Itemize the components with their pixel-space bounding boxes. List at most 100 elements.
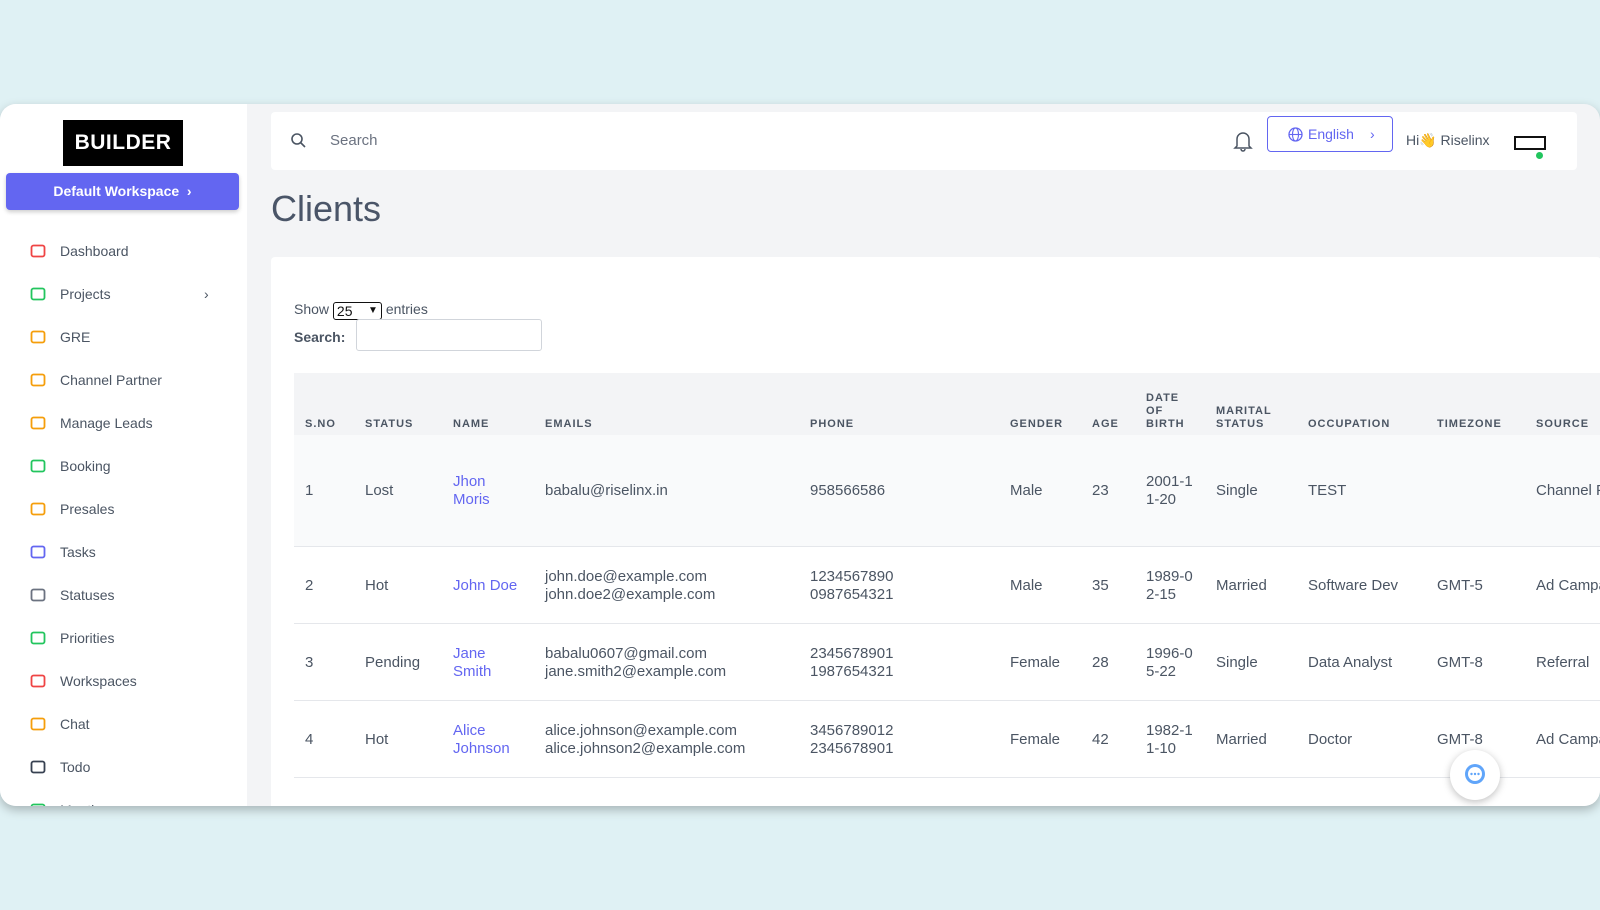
length-control: Show 25 ▼ entries bbox=[294, 300, 428, 320]
table-cell: Doctor bbox=[1308, 731, 1428, 749]
phone: 0987654321 bbox=[810, 585, 894, 603]
menu-item[interactable]: Channel Partner bbox=[30, 368, 230, 392]
table-cell: Referral bbox=[1536, 654, 1600, 672]
table-row bbox=[294, 701, 1600, 778]
app-window: BUILDER Default Workspace › Dashboard Pro… bbox=[0, 104, 1600, 806]
chat-widget[interactable] bbox=[1450, 750, 1500, 800]
logo[interactable]: BUILDER bbox=[63, 120, 183, 166]
menu-icon bbox=[30, 244, 46, 258]
avatar[interactable] bbox=[1514, 136, 1546, 150]
menu-icon bbox=[30, 760, 46, 774]
menu-icon bbox=[30, 631, 46, 645]
phone: 958566586 bbox=[810, 482, 886, 499]
column-header: PHONE bbox=[810, 418, 855, 430]
table-cell: 1982-11-10 bbox=[1146, 722, 1194, 758]
table-cell: Data Analyst bbox=[1308, 654, 1428, 672]
table-cell: Hot bbox=[365, 577, 445, 595]
menu-item[interactable]: Workspaces bbox=[30, 669, 230, 693]
table-cell: 42 bbox=[1092, 731, 1132, 749]
search-label: Search: bbox=[294, 329, 346, 345]
search-input[interactable]: Search bbox=[330, 132, 378, 149]
menu-label: Projects bbox=[60, 286, 111, 302]
cell-text: Married bbox=[1216, 730, 1267, 748]
table-cell: 35 bbox=[1092, 577, 1132, 595]
column-header: NAME bbox=[453, 418, 490, 430]
workspace-button[interactable]: Default Workspace › bbox=[6, 173, 239, 210]
menu-item[interactable]: Dashboard bbox=[30, 239, 230, 263]
language-button[interactable]: English › bbox=[1267, 116, 1393, 152]
menu-item[interactable]: Tasks bbox=[30, 540, 230, 564]
menu-icon bbox=[30, 588, 46, 602]
page-size-select[interactable]: 25 ▼ bbox=[332, 302, 382, 320]
menu-item[interactable]: Chat bbox=[30, 712, 230, 736]
table-cell[interactable]: Jane Smith bbox=[453, 645, 523, 681]
cell-text: Female bbox=[1010, 653, 1061, 671]
menu-label: Manage Leads bbox=[60, 415, 153, 431]
table-cell: 1989-02-15 bbox=[1146, 568, 1194, 604]
menu-item[interactable]: Booking bbox=[30, 454, 230, 478]
chevron: › bbox=[204, 286, 209, 302]
cell-text: Jane Smith bbox=[453, 644, 492, 680]
cell-text: 1 bbox=[305, 482, 314, 499]
table-cell: 4 bbox=[305, 731, 355, 749]
column-header: AGE bbox=[1092, 418, 1119, 430]
table-cell[interactable]: Alice Johnson bbox=[453, 722, 523, 758]
notification-bell[interactable] bbox=[1233, 130, 1253, 152]
email: babalu0607@gmail.com bbox=[545, 644, 707, 662]
table-cell: Male bbox=[1010, 482, 1080, 500]
column-header: S.NO bbox=[305, 418, 336, 430]
entries-label: entries bbox=[385, 301, 428, 317]
show-label: Show bbox=[294, 301, 330, 317]
menu-item[interactable]: GRE bbox=[30, 325, 230, 349]
cell-text: Software Dev bbox=[1308, 576, 1399, 594]
table-cell: babalu0607@gmail.com jane.smith2@example.… bbox=[545, 645, 795, 681]
search-icon bbox=[291, 133, 306, 148]
table-search-input[interactable] bbox=[356, 319, 542, 351]
menu-icon bbox=[30, 502, 46, 516]
menu-item[interactable]: Manage Leads bbox=[30, 411, 230, 435]
menu-label: Meetings bbox=[60, 798, 117, 806]
cell-text: 1996-05-22 bbox=[1146, 644, 1193, 680]
table-cell: Male bbox=[1010, 577, 1080, 595]
cell-text: Single bbox=[1216, 653, 1258, 671]
menu-icon bbox=[30, 545, 46, 559]
menu-icon bbox=[30, 459, 46, 473]
table-cell[interactable]: Jhon Moris bbox=[453, 473, 523, 509]
cell-text: Single bbox=[1216, 482, 1258, 499]
cell-text: GMT-8 bbox=[1437, 653, 1483, 671]
table-row bbox=[294, 547, 1600, 624]
email: babalu@riselinx.in bbox=[545, 482, 668, 499]
cell-text: Male bbox=[1010, 576, 1043, 594]
table-card: Show 25 ▼ entries Search: S.NO STATUS NAME E… bbox=[271, 257, 1600, 806]
menu-icon bbox=[30, 373, 46, 387]
cell-text: 1982-11-10 bbox=[1146, 721, 1193, 757]
email: alice.johnson@example.com bbox=[545, 721, 737, 739]
language-label: English bbox=[1308, 126, 1354, 142]
column-header: STATUS bbox=[365, 418, 414, 430]
menu-label: Tasks bbox=[60, 544, 96, 560]
menu-icon bbox=[30, 287, 46, 301]
menu-item[interactable]: Meetings bbox=[30, 798, 230, 806]
topbar: Search English › Hi👋 Riselinx bbox=[271, 112, 1577, 170]
menu-item[interactable]: Presales bbox=[30, 497, 230, 521]
menu-icon bbox=[30, 330, 46, 344]
globe-icon bbox=[1288, 127, 1303, 142]
menu-label: Booking bbox=[60, 458, 111, 474]
menu-item[interactable]: Statuses bbox=[30, 583, 230, 607]
menu-item[interactable]: Todo bbox=[30, 755, 230, 779]
table-cell: GMT-8 bbox=[1437, 654, 1527, 672]
table-cell: 1 bbox=[305, 482, 355, 500]
menu-label: Priorities bbox=[60, 630, 115, 646]
cell-text: 4 bbox=[305, 730, 314, 748]
table-cell[interactable]: John Doe bbox=[453, 577, 523, 595]
table-cell: 2 bbox=[305, 577, 355, 595]
phone: 2345678901 bbox=[810, 739, 894, 757]
cell-text: 1989-02-15 bbox=[1146, 567, 1193, 603]
cell-text: 3 bbox=[305, 653, 314, 671]
cell-text: TEST bbox=[1308, 482, 1347, 499]
menu-label: Dashboard bbox=[60, 243, 129, 259]
cell-text: Referral bbox=[1536, 653, 1590, 671]
menu-item[interactable]: Projects › bbox=[30, 282, 230, 306]
cell-text: Doctor bbox=[1308, 730, 1353, 748]
menu-item[interactable]: Priorities bbox=[30, 626, 230, 650]
